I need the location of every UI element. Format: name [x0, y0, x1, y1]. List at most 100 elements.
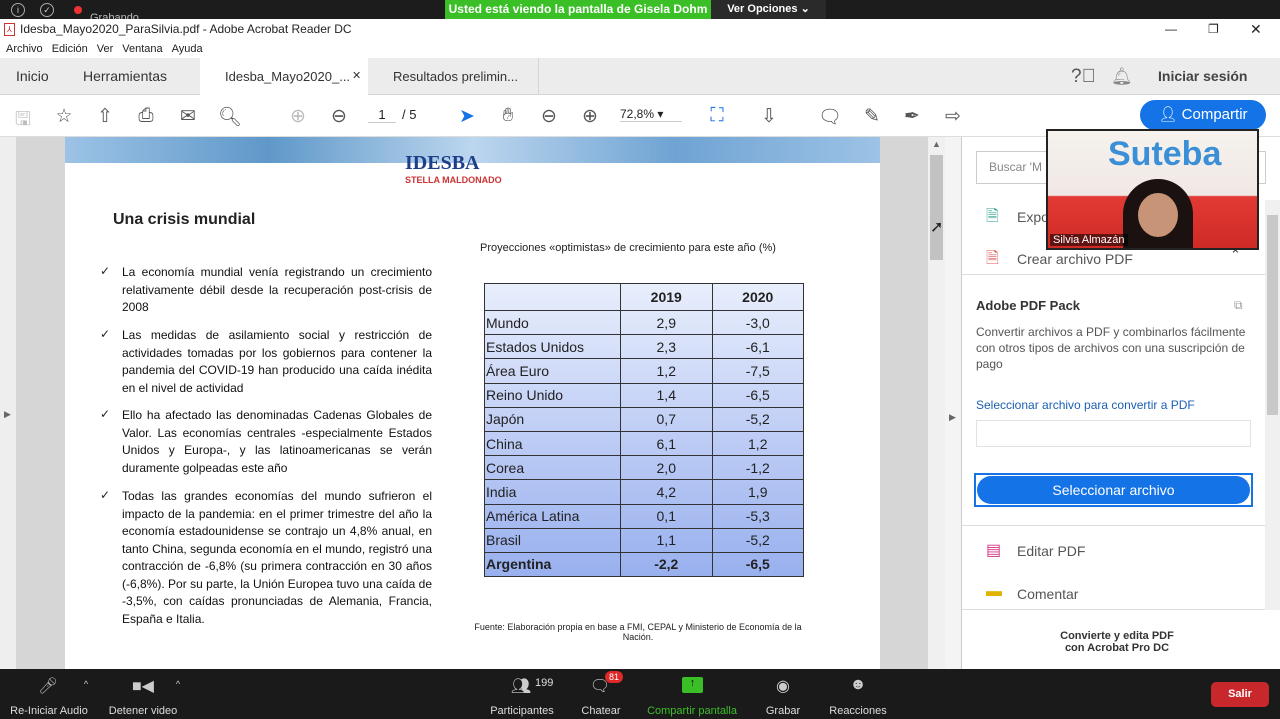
menu-edicion[interactable]: Edición — [51, 43, 88, 55]
menu-bar: Archivo Edición Ver Ventana Ayuda — [0, 40, 1280, 58]
edit-pdf-item[interactable]: Editar PDF — [1017, 543, 1086, 559]
file-input[interactable] — [976, 420, 1251, 447]
record-icon[interactable]: ◉ — [776, 678, 790, 695]
shield-icon[interactable]: ✓ — [40, 3, 54, 17]
left-pane-toggle[interactable]: ▶ — [0, 137, 16, 669]
participants-icon[interactable]: 👥︎ — [510, 678, 532, 695]
value-cell: 2,0 — [620, 455, 713, 481]
view-options-button[interactable]: Ver Opciones ⌄ — [711, 0, 826, 19]
document-scrollbar[interactable]: ▲ — [928, 137, 945, 669]
tab-document-label: Idesba_Mayo2020_... — [225, 69, 351, 84]
scrollbar-thumb[interactable] — [930, 155, 943, 260]
country-cell: Mundo — [484, 309, 621, 336]
mail-icon[interactable]: ✉ — [180, 106, 196, 127]
panel-scrollbar[interactable] — [1265, 200, 1280, 610]
collapse-icon[interactable]: ⌃ — [1230, 247, 1241, 262]
share-screen-button[interactable]: Compartir pantalla — [647, 705, 737, 717]
value-cell: 6,1 — [620, 430, 713, 457]
zoom-out-icon[interactable]: ⊖ — [541, 106, 557, 127]
page-number-input[interactable]: 1 — [368, 107, 396, 123]
audio-button[interactable]: Re-Iniciar Audio — [10, 705, 88, 717]
more-tools-icon[interactable]: ⇨ — [945, 106, 961, 127]
chat-icon[interactable]: 🗨︎ — [589, 678, 611, 695]
comment-icon[interactable]: 🗨︎ — [818, 107, 843, 128]
zoom-level-select[interactable]: 72,8% ▾ — [620, 107, 682, 122]
table-row: Estados Unidos 2,3 -6,1 — [484, 334, 804, 360]
title-bar: ⅄ Idesba_Mayo2020_ParaSilvia.pdf - Adobe… — [0, 19, 1280, 40]
recording-label: Grabando — [90, 12, 139, 19]
restore-button[interactable]: ❐ — [1208, 22, 1219, 36]
mic-muted-icon[interactable]: 🎤︎ — [37, 678, 59, 695]
sign-icon[interactable]: ✒ — [904, 106, 920, 127]
select-file-button-focus[interactable]: Seleccionar archivo — [974, 473, 1253, 507]
tab-bar: Inicio Herramientas Idesba_Mayo2020_... ✕… — [0, 58, 1280, 95]
select-file-button[interactable]: Seleccionar archivo — [977, 476, 1250, 504]
sign-in-link[interactable]: Iniciar sesión — [1158, 68, 1248, 84]
menu-archivo[interactable]: Archivo — [6, 43, 43, 55]
export-pdf-item[interactable]: Expo — [1017, 209, 1049, 225]
star-icon[interactable]: ☆ — [55, 106, 73, 127]
pack-description: Convertir archivos a PDF y combinarlos f… — [976, 325, 1246, 371]
video-button[interactable]: Detener video — [108, 705, 178, 717]
print-icon[interactable]: ⎙ — [138, 105, 154, 126]
tab-inicio[interactable]: Inicio — [16, 68, 49, 84]
minimize-button[interactable]: — — [1165, 22, 1177, 36]
menu-ver[interactable]: Ver — [96, 43, 114, 55]
country-cell: Japón — [484, 406, 621, 432]
record-button[interactable]: Grabar — [765, 705, 801, 717]
next-page-icon[interactable]: ⊖ — [331, 106, 347, 127]
highlight-pen-icon[interactable]: ✎ — [864, 106, 880, 127]
copy-icon[interactable]: ⧉ — [1234, 298, 1243, 312]
reactions-icon[interactable]: ☻ — [849, 676, 867, 693]
cloud-upload-icon[interactable]: ⇧ — [97, 106, 113, 127]
bell-icon[interactable]: 🔔︎ — [1111, 67, 1133, 86]
country-cell: Reino Unido — [484, 382, 621, 408]
search-icon[interactable]: 🔍︎ — [218, 107, 243, 128]
leave-button[interactable]: Salir — [1211, 682, 1269, 707]
tab-document-active[interactable]: Idesba_Mayo2020_... ✕ — [200, 58, 368, 95]
zoom-in-icon[interactable]: ⊕ — [582, 106, 598, 127]
reactions-button[interactable]: Reacciones — [829, 705, 887, 717]
fit-page-icon[interactable]: ⛶ — [710, 105, 724, 126]
video-camera-icon[interactable]: ■◀ — [132, 678, 154, 695]
pro-promo[interactable]: Convierte y edita PDF con Acrobat Pro DC — [1060, 630, 1174, 654]
right-pane-toggle[interactable]: ▶ — [945, 137, 961, 669]
video-options-icon[interactable]: ^ — [175, 679, 181, 689]
tab-herramientas[interactable]: Herramientas — [83, 68, 168, 84]
value-cell: -6,5 — [711, 551, 804, 578]
table-row: Corea 2,0 -1,2 — [484, 455, 804, 481]
menu-ayuda[interactable]: Ayuda — [171, 43, 203, 55]
value-cell: -5,2 — [711, 527, 804, 553]
select-cursor-icon[interactable]: ➤ — [459, 106, 475, 127]
country-cell: India — [484, 479, 621, 505]
participants-button[interactable]: Participantes — [490, 705, 554, 717]
share-button[interactable]: 👤︎ Compartir — [1140, 100, 1266, 130]
video-thumbnail[interactable]: Suteba Silvia Almazán — [1046, 129, 1259, 250]
value-cell: 2,9 — [620, 309, 713, 336]
edit-pdf-icon: ▤ — [986, 542, 1002, 559]
close-button[interactable]: ✕ — [1250, 21, 1262, 37]
table-row: Argentina -2,2 -6,5 — [484, 551, 804, 578]
previous-page-icon[interactable]: ⊕ — [290, 106, 306, 127]
country-cell: Corea — [484, 455, 621, 481]
country-cell: Área Euro — [484, 358, 621, 384]
share-label: Compartir — [1181, 106, 1248, 123]
comment-item[interactable]: Comentar — [1017, 586, 1079, 602]
tab-resultados[interactable]: Resultados prelimin... — [368, 58, 539, 95]
save-icon[interactable]: 🖫 — [14, 109, 32, 130]
menu-ventana[interactable]: Ventana — [122, 43, 163, 55]
value-cell: 0,1 — [620, 503, 713, 529]
share-screen-icon[interactable]: ↑ — [682, 677, 703, 693]
tab-close-icon[interactable]: ✕ — [352, 70, 362, 82]
zoom-meeting-controls: 🎤︎ ^ Re-Iniciar Audio ■◀ ^ Detener video 👥… — [0, 669, 1280, 719]
scroll-mode-icon[interactable]: ⇩ — [761, 106, 777, 127]
hand-icon[interactable]: ✋︎ — [502, 105, 514, 126]
chat-badge: 81 — [605, 671, 624, 683]
create-pdf-icon: 🗎 — [986, 250, 999, 267]
chat-button[interactable]: Chatear — [581, 705, 621, 717]
audio-options-icon[interactable]: ^ — [83, 679, 89, 689]
value-cell: -7,5 — [711, 358, 804, 384]
info-icon[interactable]: i — [11, 3, 25, 17]
create-pdf-item[interactable]: Crear archivo PDF — [1017, 251, 1133, 267]
help-icon[interactable]: ?⃝ — [1071, 66, 1096, 87]
